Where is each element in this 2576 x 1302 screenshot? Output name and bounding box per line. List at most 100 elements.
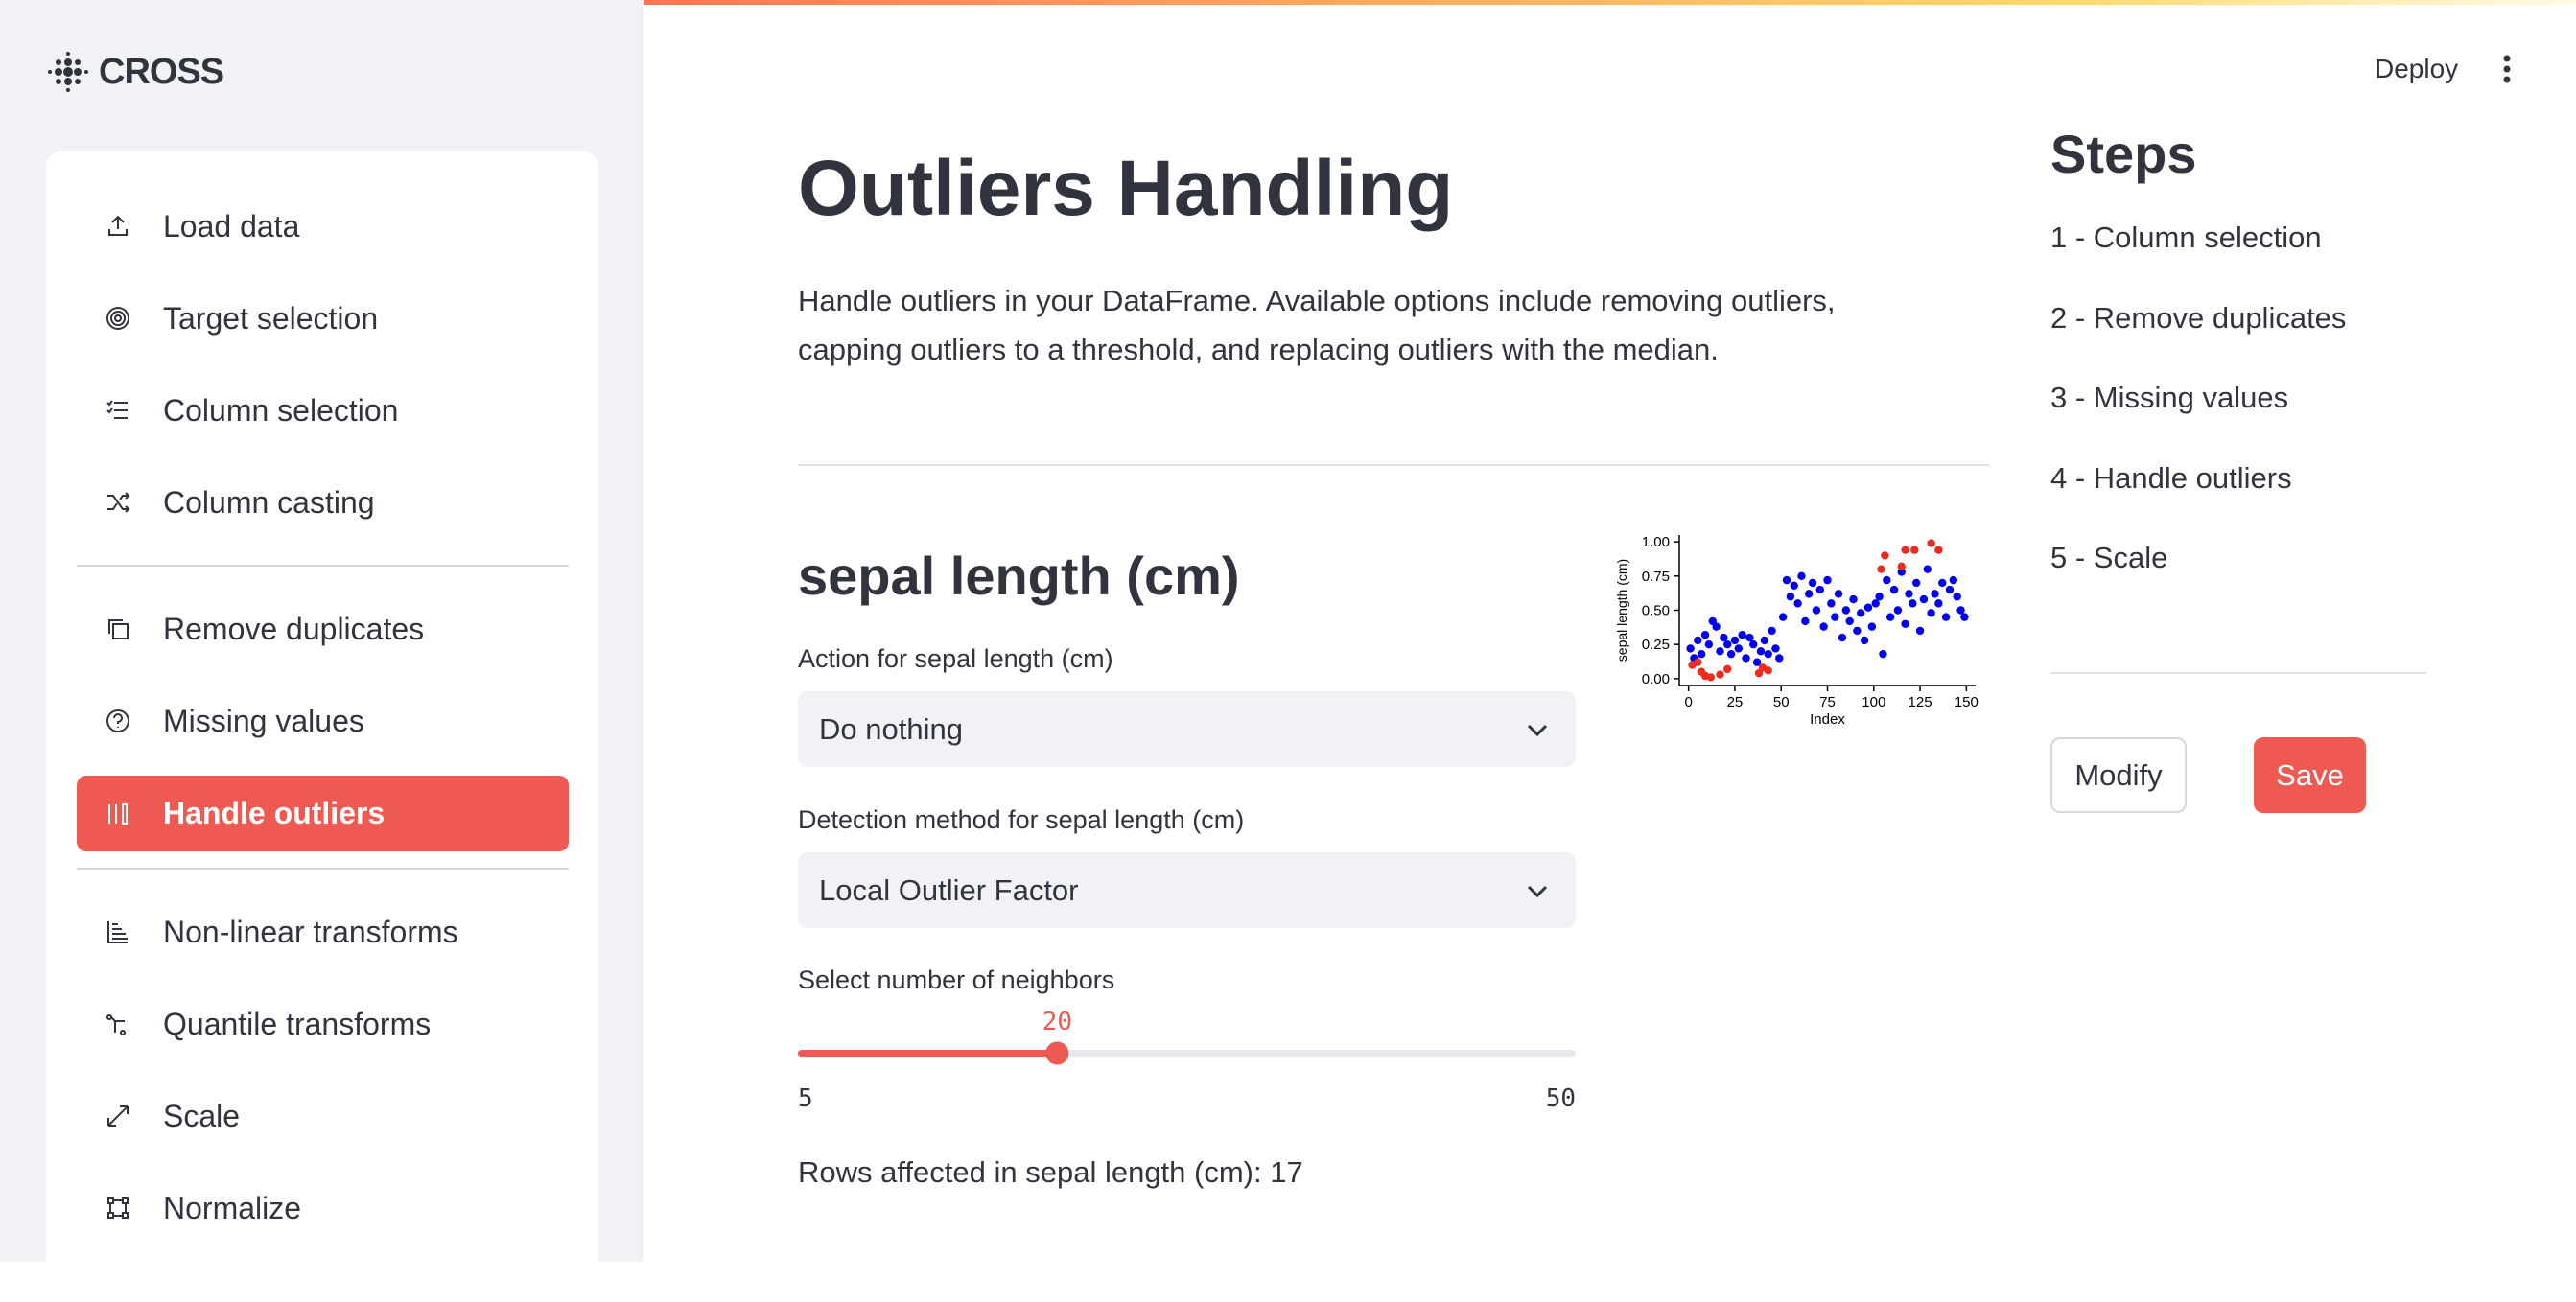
- nav-item[interactable]: Missing values: [77, 675, 569, 767]
- data-point: [1734, 644, 1743, 653]
- data-point: [1819, 622, 1828, 631]
- data-point: [1912, 578, 1921, 588]
- data-point: [1841, 606, 1851, 615]
- data-point: [1881, 551, 1889, 560]
- data-point: [1752, 658, 1762, 666]
- rows-affected: Rows affected in sepal length (cm): 17: [798, 1155, 1303, 1189]
- nav-label: Column casting: [163, 484, 375, 520]
- step-item: 4 - Handle outliers: [2050, 460, 2292, 495]
- data-point: [1768, 626, 1776, 636]
- data-point: [1700, 630, 1710, 639]
- slider-thumb: [1045, 1041, 1069, 1065]
- data-point: [1686, 644, 1695, 653]
- data-point: [1786, 593, 1795, 601]
- y-tick-label: 0.00: [1642, 671, 1670, 687]
- slider[interactable]: 20 5 50: [786, 997, 1592, 1117]
- data-point: [1723, 664, 1732, 674]
- data-point: [1812, 606, 1821, 615]
- x-tick-label: 0: [1684, 694, 1692, 710]
- slider-min: 5: [798, 1084, 813, 1113]
- data-point: [1730, 636, 1740, 645]
- nav-label: Missing values: [163, 703, 364, 738]
- nav-item[interactable]: Scale: [77, 1070, 569, 1162]
- data-point: [1960, 613, 1969, 621]
- data-point: [1738, 630, 1746, 639]
- step-item: 5 - Scale: [2050, 541, 2168, 574]
- nav-label: Non-linear transforms: [163, 914, 458, 949]
- nav-icon: [107, 921, 128, 943]
- data-point: [1694, 658, 1702, 666]
- data-point: [1853, 626, 1862, 636]
- nav-item[interactable]: Handle outliers: [77, 776, 569, 851]
- x-tick-label: 25: [1727, 694, 1744, 710]
- steps-title: Steps: [2050, 124, 2197, 184]
- step-item: 1 - Column selection: [2050, 221, 2322, 254]
- data-point: [1775, 654, 1784, 663]
- nav-item[interactable]: Non-linear transforms: [77, 886, 569, 978]
- nav-card: [46, 151, 598, 1302]
- nav-icon: [108, 215, 128, 236]
- data-point: [1857, 609, 1865, 617]
- deploy-button[interactable]: Deploy: [2375, 54, 2459, 83]
- nav-label: Quantile transforms: [163, 1006, 432, 1041]
- logo[interactable]: CROSS: [99, 52, 224, 92]
- icon-path: [108, 619, 129, 639]
- detection-select[interactable]: Local Outlier Factor: [798, 852, 1576, 928]
- nav-label: Column selection: [163, 392, 399, 428]
- data-point: [1934, 599, 1943, 608]
- data-point: [1845, 616, 1854, 626]
- data-point: [1756, 647, 1766, 656]
- data-point: [1838, 633, 1847, 642]
- select-value: Local Outlier Factor: [819, 872, 1079, 907]
- save-button[interactable]: Save: [2254, 737, 2366, 813]
- modify-button[interactable]: Modify: [2050, 737, 2187, 813]
- nav-item[interactable]: Column casting: [77, 456, 569, 548]
- nav-item[interactable]: Column selection: [77, 364, 569, 456]
- y-tick-label: 1.00: [1642, 534, 1670, 550]
- icon-path: [106, 307, 129, 330]
- data-point: [1927, 539, 1935, 547]
- slider-max: 50: [1546, 1084, 1576, 1113]
- x-axis-label: Index: [1810, 711, 1845, 728]
- data-point: [1790, 581, 1798, 591]
- data-point: [1938, 578, 1947, 588]
- nav-icon: [106, 400, 128, 419]
- nav-item[interactable]: Target selection: [77, 272, 569, 364]
- data-point: [1941, 613, 1951, 621]
- icon-path: [108, 215, 128, 236]
- slider-fill: [798, 1050, 1058, 1057]
- data-point: [1923, 565, 1932, 573]
- nav-item[interactable]: Load data: [77, 180, 569, 272]
- data-point: [1867, 622, 1877, 631]
- icon-path: [106, 1014, 126, 1035]
- data-point: [1901, 546, 1909, 554]
- data-point: [1694, 636, 1702, 645]
- data-point: [1782, 575, 1791, 585]
- icon-path: [107, 1105, 129, 1127]
- data-point: [1742, 654, 1750, 663]
- data-point: [1712, 622, 1721, 631]
- data-point: [1778, 613, 1788, 621]
- menu-button[interactable]: [2497, 54, 2517, 84]
- data-point: [1706, 673, 1716, 682]
- icon-path: [108, 802, 128, 825]
- y-tick-label: 0.25: [1642, 637, 1670, 653]
- chevron: [1527, 724, 1548, 737]
- data-point: [1877, 565, 1885, 573]
- action-select[interactable]: Do nothing: [798, 691, 1576, 767]
- nav-item[interactable]: Quantile transforms: [77, 978, 569, 1070]
- detection-label: Detection method for sepal length (cm): [798, 805, 1245, 834]
- icon-path: [107, 492, 130, 513]
- nav-item[interactable]: Normalize: [77, 1162, 569, 1254]
- logo-icon: [48, 52, 88, 92]
- nav-label: Remove duplicates: [163, 611, 425, 646]
- data-point: [1953, 593, 1961, 601]
- data-point: [1945, 585, 1955, 594]
- step-item: 2 - Remove duplicates: [2050, 300, 2347, 335]
- nav-item[interactable]: Remove duplicates: [77, 583, 569, 675]
- data-point: [1897, 562, 1906, 571]
- nav-icon: [106, 709, 129, 732]
- icon-path: [106, 400, 128, 419]
- action-label: Action for sepal length (cm): [798, 644, 1113, 673]
- data-point: [1901, 619, 1909, 628]
